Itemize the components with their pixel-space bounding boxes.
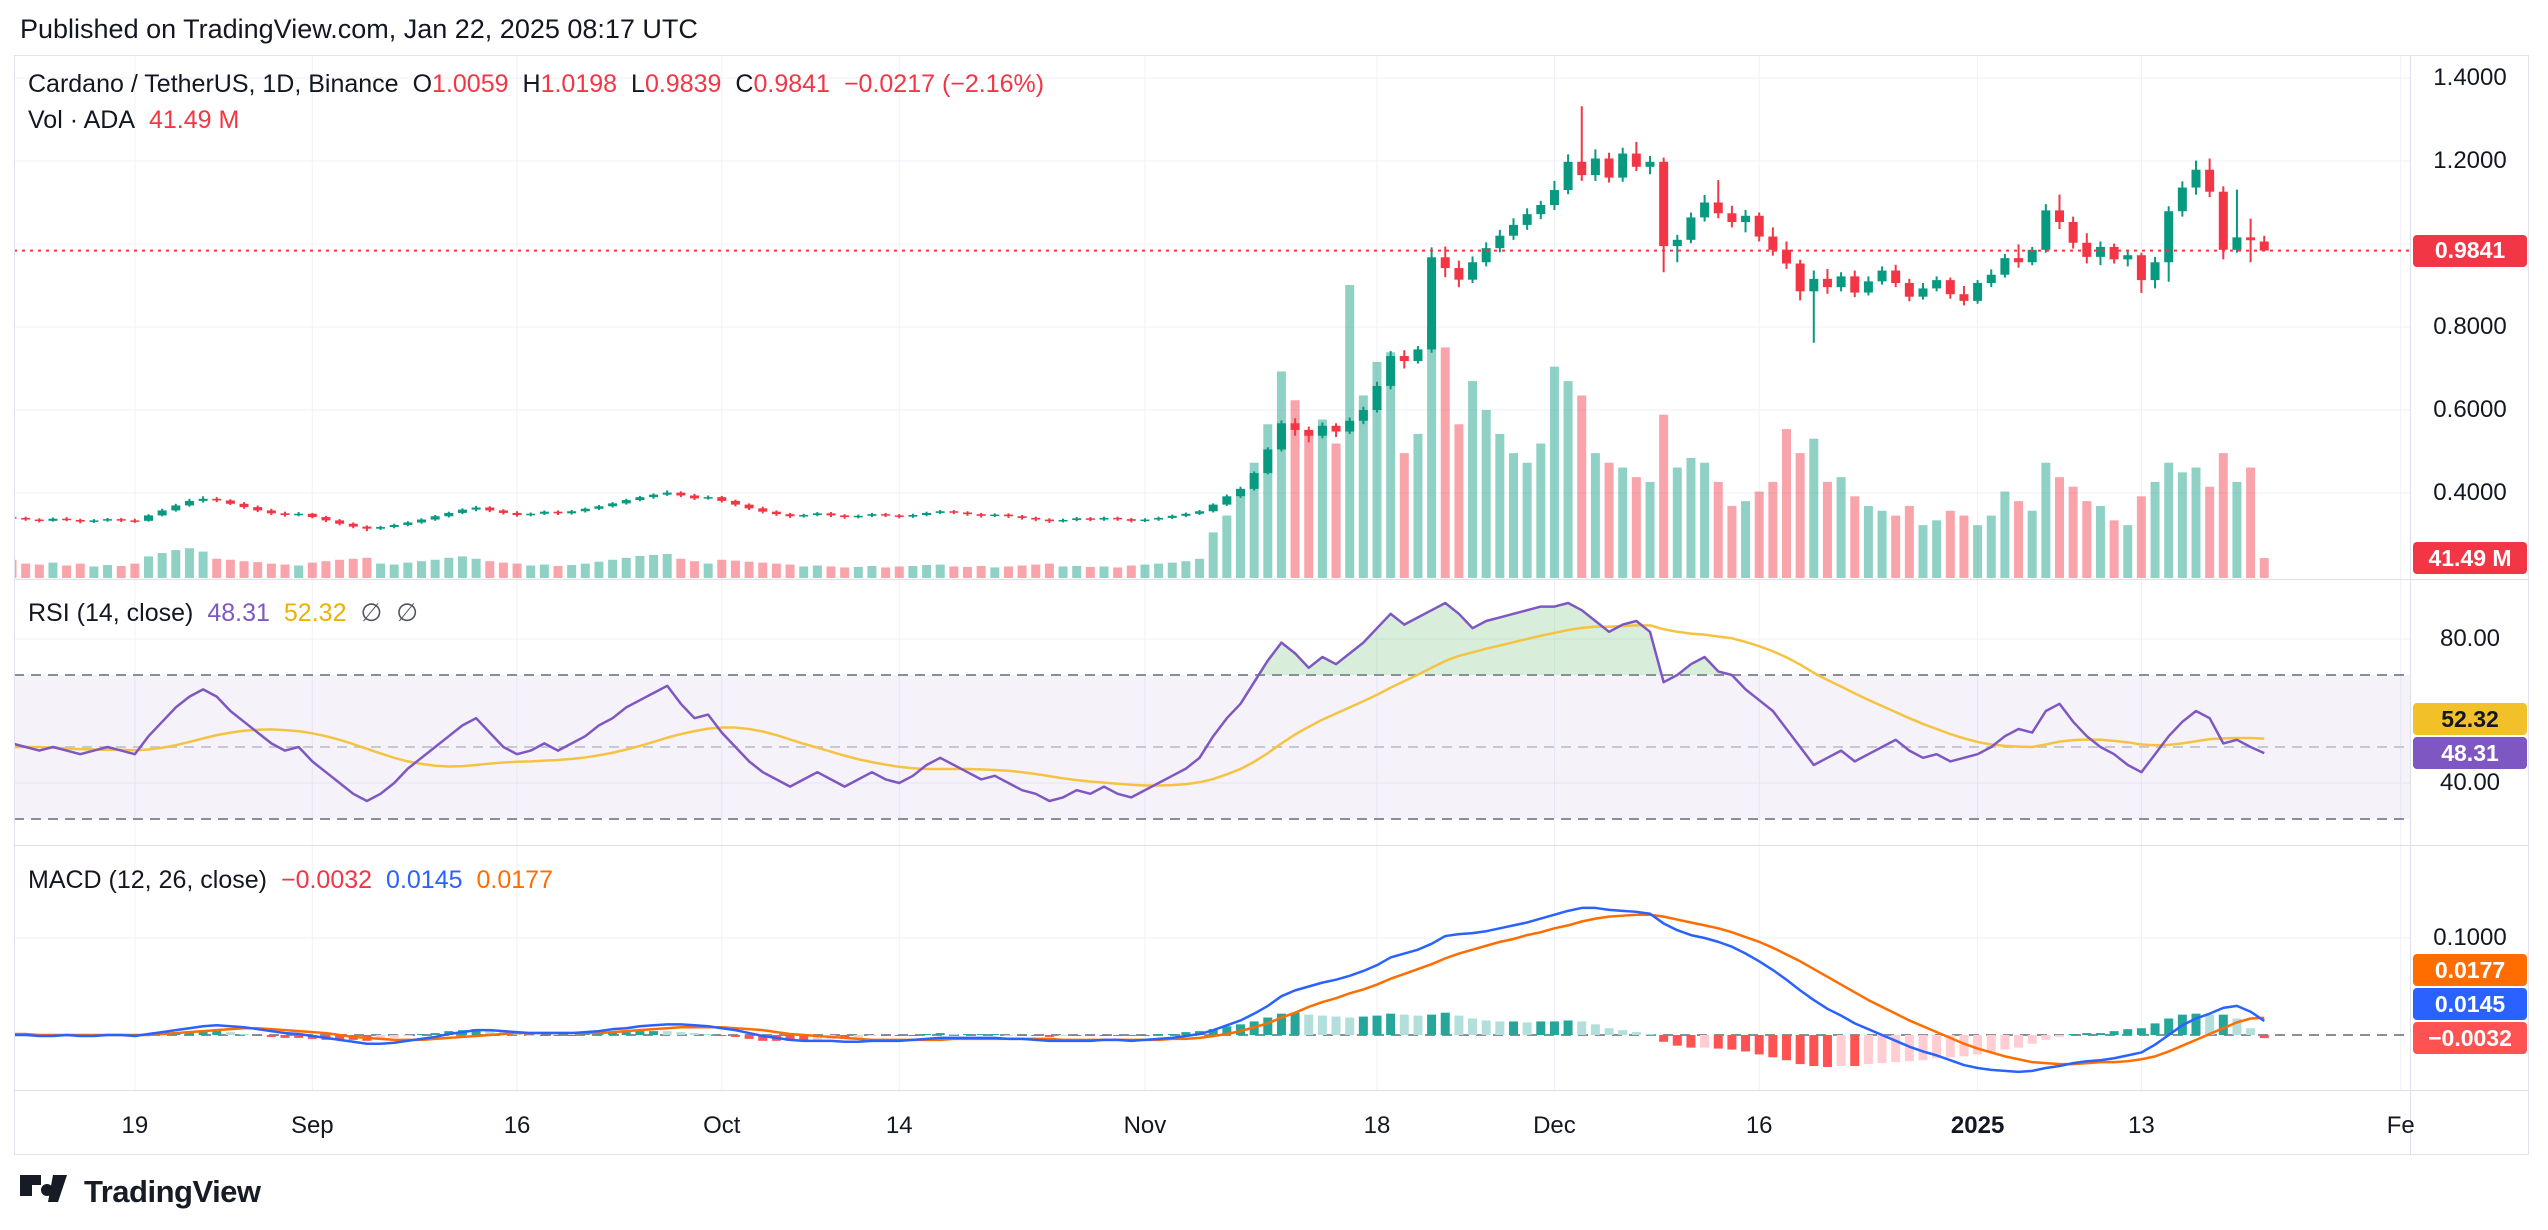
volume-value: 41.49 M bbox=[149, 106, 240, 134]
symbol-title: Cardano / TetherUS, 1D, Binance bbox=[28, 70, 399, 98]
tradingview-logo-icon bbox=[20, 1175, 67, 1202]
rsi-title: RSI (14, close) bbox=[28, 598, 194, 627]
axis-tick-label: 0.6000 bbox=[2433, 396, 2507, 423]
time-axis-label: Nov bbox=[1123, 1112, 1167, 1139]
time-axis-label: 14 bbox=[885, 1112, 913, 1139]
ohlc-close: C 0.9841 bbox=[735, 70, 830, 98]
ohlc-open: O 1.0059 bbox=[412, 70, 509, 98]
axis-tick-label: 40.00 bbox=[2439, 769, 2501, 796]
time-axis-label: Sep bbox=[290, 1112, 334, 1139]
axis-tick-label: 0.4000 bbox=[2433, 479, 2507, 506]
time-axis-label: 19 bbox=[121, 1112, 149, 1139]
time-axis-label: Dec bbox=[1533, 1112, 1576, 1139]
rsi-empty-set-icon: ∅ bbox=[360, 599, 383, 627]
tradingview-attribution[interactable]: TradingView bbox=[20, 1174, 261, 1210]
axis-tick-label: 0.8000 bbox=[2433, 313, 2507, 340]
ohlc-low: L 0.9839 bbox=[631, 70, 722, 98]
volume-badge: 41.49 M bbox=[2413, 542, 2527, 575]
time-axis-label: Fe bbox=[2386, 1112, 2415, 1139]
axis-tick-label: 80.00 bbox=[2439, 625, 2501, 652]
time-axis-label: 2025 bbox=[1950, 1112, 2005, 1139]
macd-line-value: 0.0145 bbox=[386, 866, 463, 894]
macd-legend[interactable]: MACD (12, 26, close) −0.0032 0.0145 0.01… bbox=[28, 866, 553, 895]
axis-tick-label: 1.2000 bbox=[2433, 147, 2507, 174]
time-axis-label: 13 bbox=[2128, 1112, 2155, 1139]
price-badge: 0.9841 bbox=[2413, 234, 2527, 267]
macd-signal-badge: 0.0177 bbox=[2413, 954, 2527, 987]
rsi-value: 48.31 bbox=[207, 598, 270, 627]
macd-badge: 0.0145 bbox=[2413, 988, 2527, 1021]
time-axis-label: Oct bbox=[703, 1112, 741, 1139]
volume-legend[interactable]: Vol · ADA 41.49 M bbox=[28, 106, 239, 135]
symbol-legend[interactable]: Cardano / TetherUS, 1D, Binance O 1.0059 … bbox=[28, 70, 1044, 99]
tradingview-wordmark: TradingView bbox=[84, 1174, 261, 1209]
rsi-badge: 48.31 bbox=[2413, 737, 2527, 770]
rsi-legend[interactable]: RSI (14, close) 48.31 52.32 ∅ ∅ bbox=[28, 598, 418, 628]
macd-signal-value: 0.0177 bbox=[476, 866, 553, 894]
rsi-empty-set-icon: ∅ bbox=[396, 599, 419, 627]
time-axis-label: 16 bbox=[1745, 1112, 1773, 1139]
rsi-ma-badge: 52.32 bbox=[2413, 703, 2527, 736]
time-axis-label: 16 bbox=[503, 1112, 531, 1139]
axis-tick-label: 0.1000 bbox=[2433, 924, 2507, 951]
macd-hist-badge: −0.0032 bbox=[2413, 1022, 2527, 1055]
macd-title: MACD (12, 26, close) bbox=[28, 866, 267, 894]
ohlc-high: H 1.0198 bbox=[522, 70, 618, 98]
volume-label: Vol · ADA bbox=[28, 106, 135, 134]
macd-hist-value: −0.0032 bbox=[280, 866, 373, 894]
rsi-ma-value: 52.32 bbox=[283, 598, 347, 627]
change-value: −0.0217 (−2.16%) bbox=[843, 70, 1045, 98]
axis-tick-label: 1.4000 bbox=[2433, 64, 2507, 91]
published-header: Published on TradingView.com, Jan 22, 20… bbox=[20, 14, 698, 44]
time-axis-label: 18 bbox=[1363, 1112, 1391, 1139]
